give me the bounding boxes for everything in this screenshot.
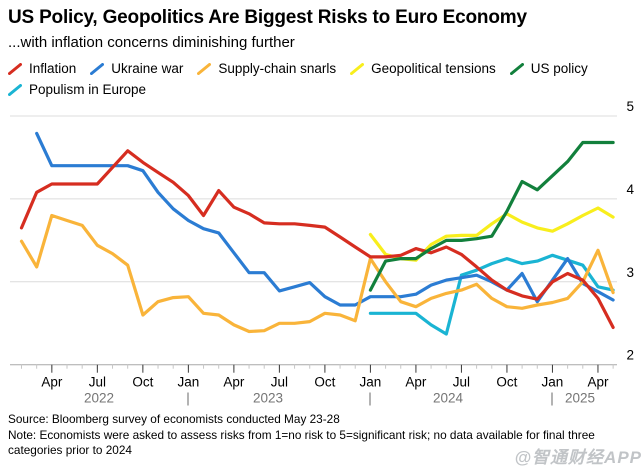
y-axis-label-5: 5 (626, 99, 634, 114)
series-line-supply-chain-snarls (19, 213, 615, 334)
line-chart: 5 4 3 2 Apr Jul Oct Jan Apr Jul Oct Jan Apr Jul Oct Jan… (0, 98, 644, 412)
legend-label: Ukraine war (111, 61, 184, 76)
legend-slash-icon (350, 62, 365, 75)
y-axis-label-4: 4 (626, 182, 634, 197)
legend-item-geopolitical-tensions: Geopolitical tensions (350, 60, 496, 77)
source-note: Source: Bloomberg survey of economists c… (8, 412, 340, 426)
year-separator: | (550, 391, 554, 406)
legend-item-us-policy: US policy (509, 60, 588, 77)
x-axis-label: Apr (41, 375, 63, 390)
legend-slash-icon (197, 62, 212, 75)
x-axis-label: Apr (223, 375, 245, 390)
x-axis-label: Apr (587, 375, 609, 390)
legend-slash-icon (8, 83, 22, 96)
legend-label: Supply-chain snarls (218, 61, 337, 76)
series-line-inflation (19, 149, 615, 329)
watermark: @智通财经APP (514, 448, 642, 467)
year-label-2025: 2025 (565, 391, 595, 406)
legend-label: US policy (530, 61, 588, 76)
legend-slash-icon (90, 62, 105, 75)
x-axis-label: Oct (132, 375, 153, 390)
legend-label: Geopolitical tensions (371, 61, 496, 76)
chart-canvas: 5 4 3 2 Apr Jul Oct Jan Apr Jul Oct Jan Apr Jul Oct Jan… (10, 99, 634, 406)
x-axis-label: Jul (271, 375, 288, 390)
series-line-populism-in-europe (368, 253, 615, 336)
legend-item-populism-in-europe: Populism in Europe (8, 81, 146, 98)
year-label-2024: 2024 (433, 391, 464, 406)
year-separator: | (186, 391, 190, 406)
legend-slash-icon (509, 62, 524, 75)
legend-slash-icon (8, 62, 22, 75)
footer: Source: Bloomberg survey of economists c… (8, 412, 644, 459)
y-axis-label-3: 3 (626, 265, 634, 280)
year-separator: | (368, 391, 372, 406)
methodology-note: Note: Economists were asked to assess ri… (8, 427, 595, 458)
year-label-2023: 2023 (253, 391, 283, 406)
legend-item-ukraine-war: Ukraine war (90, 60, 183, 77)
legend-item-supply-chain-snarls: Supply-chain snarls (197, 60, 336, 77)
legend-label: Populism in Europe (29, 82, 147, 97)
legend: Inflation Ukraine war Supply-chain snarls G… (8, 60, 640, 98)
legend-item-inflation: Inflation (8, 60, 76, 77)
y-axis-label-2: 2 (626, 348, 634, 363)
chart-subtitle: ...with inflation concerns diminishing f… (8, 34, 295, 51)
x-axis-label: Oct (314, 375, 335, 390)
x-axis-label: Jul (453, 375, 470, 390)
legend-label: Inflation (29, 61, 77, 76)
x-axis-label: Jan (542, 375, 564, 390)
x-axis-label: Jan (177, 375, 199, 390)
x-axis-label: Jul (89, 375, 106, 390)
series-line-us-policy (368, 140, 615, 292)
x-axis-label: Apr (405, 375, 427, 390)
x-axis-label: Oct (496, 375, 517, 390)
page-title: US Policy, Geopolitics Are Biggest Risks… (8, 7, 527, 28)
x-axis-label: Jan (360, 375, 382, 390)
year-label-2022: 2022 (84, 391, 114, 406)
series-line-ukraine-war (35, 131, 615, 307)
